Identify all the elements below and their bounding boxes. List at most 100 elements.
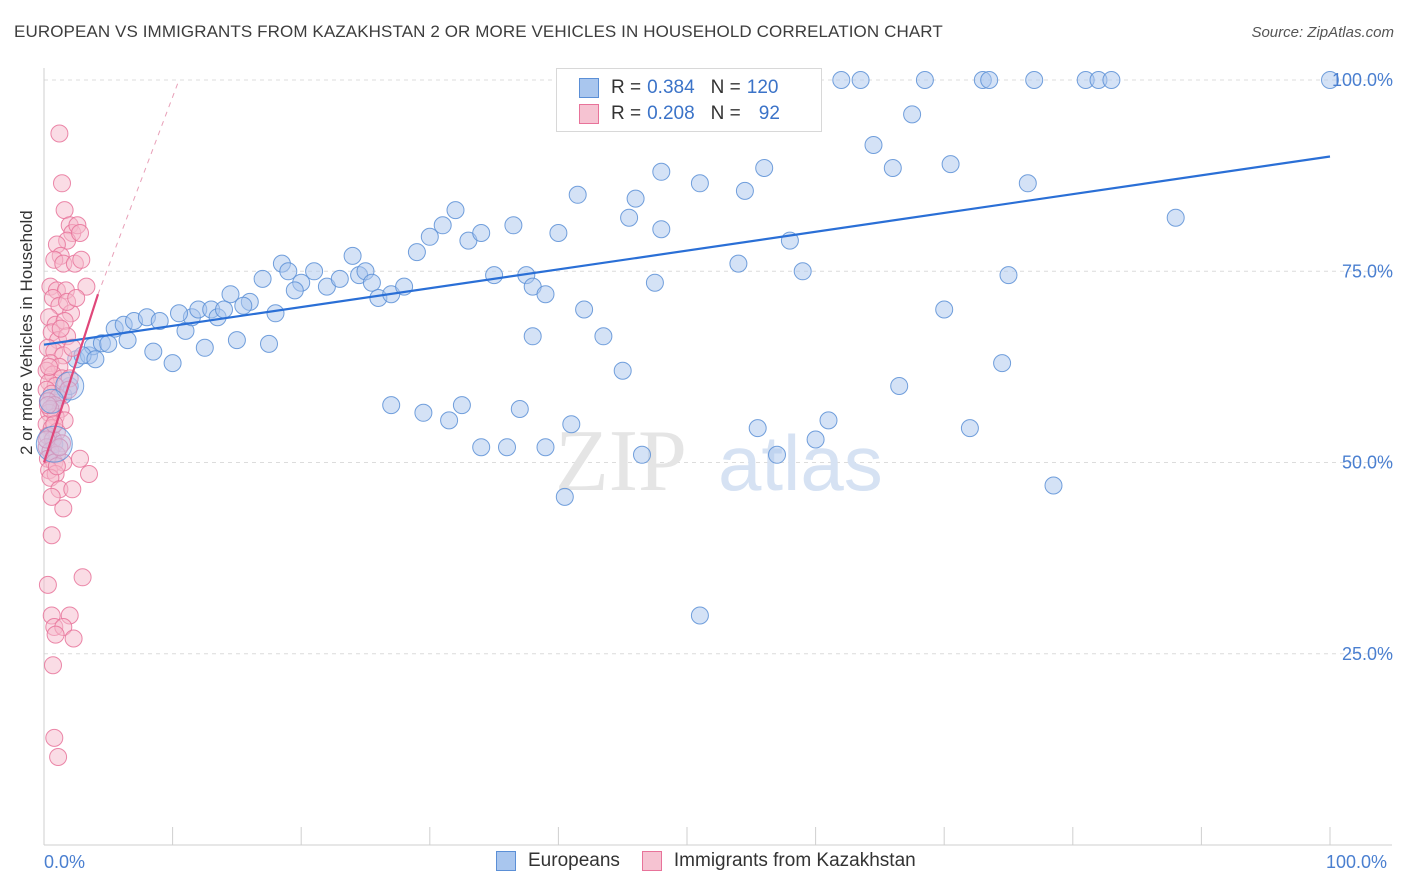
european-point <box>864 136 883 154</box>
legend-item-europeans[interactable]: Europeans <box>496 850 620 872</box>
europeans-label: Europeans <box>528 850 620 871</box>
european-point <box>915 71 934 89</box>
european-point <box>960 419 979 438</box>
kazakhstan-point <box>51 319 70 338</box>
legend-row-kazakhstan: R = 0.208 N = 92 <box>579 102 780 126</box>
european-point <box>163 354 182 373</box>
european-point <box>729 254 748 273</box>
european-point <box>266 304 285 323</box>
kazakhstan-point <box>71 224 89 242</box>
source-label: Source: ZipAtlas.com <box>1251 24 1394 41</box>
legend-r-label: R = <box>611 103 642 124</box>
european-point <box>420 227 439 246</box>
x-tick-label-min: 0.0% <box>44 852 86 872</box>
european-point <box>485 266 504 285</box>
kazakhstan-trend-line <box>42 293 100 463</box>
european-point <box>407 243 426 262</box>
european-point <box>440 411 459 430</box>
legend-row-europeans: R = 0.384 N = 120 <box>579 76 778 100</box>
grid <box>44 79 1392 655</box>
european-point <box>536 438 555 457</box>
european-point <box>305 262 324 281</box>
european-point <box>86 350 105 369</box>
european-point <box>793 262 812 281</box>
european-point <box>626 189 645 208</box>
kazakhstan-swatch <box>641 851 662 871</box>
european-point <box>568 185 587 204</box>
european-point <box>55 371 85 401</box>
y-axis-label: 2 or more Vehicles in Household <box>17 210 36 455</box>
european-point <box>330 269 349 288</box>
watermark-atlas: atlas <box>718 419 883 507</box>
y-tick-label-75: 75.0% <box>1342 261 1393 281</box>
european-point <box>504 216 523 235</box>
kazakhstan-point <box>42 526 61 545</box>
european-point <box>253 269 272 288</box>
european-point <box>362 273 381 292</box>
european-point <box>890 377 909 395</box>
european-point <box>690 174 709 193</box>
european-point <box>748 419 767 438</box>
kazakhstan-point <box>45 728 64 747</box>
european-point <box>144 342 163 361</box>
european-point <box>452 396 471 415</box>
european-point <box>279 262 298 281</box>
european-point <box>999 266 1018 285</box>
european-point <box>234 296 253 315</box>
kazakhstan-point <box>72 250 91 269</box>
kazakhstan-point <box>73 568 92 587</box>
european-point <box>980 71 999 89</box>
european-point <box>227 331 246 350</box>
legend-n-label: N = <box>710 103 741 124</box>
european-point <box>510 400 529 418</box>
kazakhstan-point <box>55 201 74 220</box>
european-point <box>414 403 433 422</box>
europeans-trend-line <box>43 155 1331 346</box>
european-point <box>472 438 491 457</box>
european-point <box>498 438 516 457</box>
european-point <box>633 445 651 464</box>
european-point <box>903 105 922 124</box>
european-point <box>555 487 574 506</box>
data-points <box>35 71 1339 766</box>
european-point <box>382 396 401 415</box>
kazakhstan-point <box>80 465 98 483</box>
legend-item-kazakhstan[interactable]: Immigrants from Kazakhstan <box>641 850 916 872</box>
kazakhstan-trend-extension <box>97 79 180 295</box>
x-tick-label-max: 100.0% <box>1326 852 1388 872</box>
kazakhstan-point <box>50 124 69 143</box>
european-point <box>523 327 542 346</box>
kazakhstan-label: Immigrants from Kazakhstan <box>673 850 916 871</box>
kazakhstan-point <box>71 449 89 468</box>
watermark: ZIP atlas <box>555 413 883 510</box>
european-point <box>575 300 594 319</box>
european-point <box>260 334 278 353</box>
european-point <box>620 208 639 227</box>
european-point <box>1102 71 1121 89</box>
europeans-swatch <box>496 851 516 871</box>
kazakhstan-point <box>64 629 83 648</box>
european-point <box>735 181 754 200</box>
kazakhstan-point <box>38 575 57 594</box>
european-point <box>433 216 452 235</box>
kazakhstan-point <box>40 357 59 376</box>
european-point <box>1321 71 1339 89</box>
y-tick-label-50: 50.0% <box>1342 453 1393 473</box>
trend-lines <box>42 79 1331 463</box>
european-point <box>549 224 568 242</box>
kazakhstan-point <box>50 438 69 457</box>
european-point <box>652 162 671 181</box>
kazakhstan-point <box>77 277 96 296</box>
european-point <box>1044 476 1063 495</box>
european-point <box>446 201 465 220</box>
kazakhstan-point <box>49 748 68 766</box>
european-point <box>755 159 774 177</box>
european-point <box>806 430 825 449</box>
european-point <box>768 445 786 464</box>
kazakhstan-point <box>63 480 82 499</box>
kazakhstan-point <box>53 174 71 193</box>
kazakhstan-point <box>54 499 73 518</box>
european-point <box>935 300 954 319</box>
european-point <box>851 71 870 89</box>
